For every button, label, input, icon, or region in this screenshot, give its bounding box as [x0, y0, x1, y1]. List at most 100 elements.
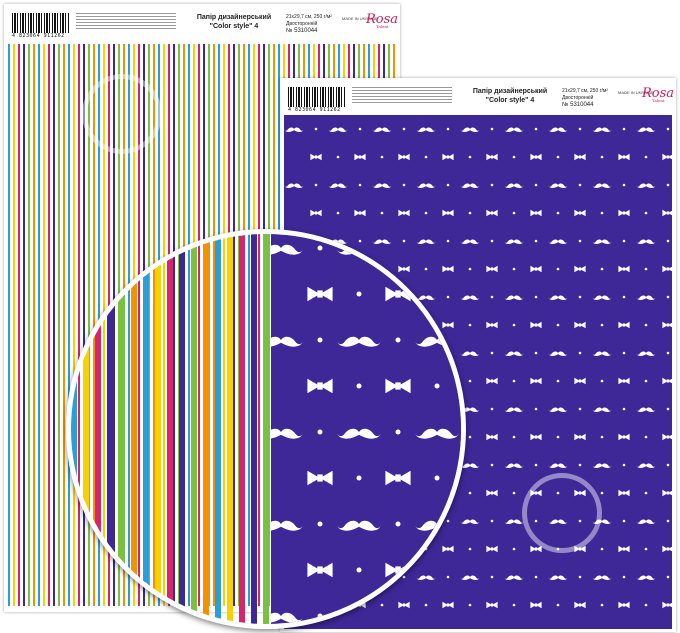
- article-number: № 5310044: [286, 28, 318, 34]
- moustache-icon: [259, 244, 303, 255]
- dot: [512, 379, 516, 383]
- dot: [622, 351, 626, 355]
- dot: [644, 603, 648, 607]
- title-line-1: Папір дизайнерський: [196, 14, 272, 21]
- dot: [556, 435, 560, 439]
- stripe: [179, 234, 185, 624]
- size-weight: 21х29,7 см, 250 г/м²: [286, 14, 332, 20]
- moustache-icon: [416, 183, 436, 188]
- bowtie-knot: [490, 603, 494, 607]
- dot: [490, 239, 494, 243]
- dot: [512, 211, 516, 215]
- dot: [402, 183, 406, 187]
- moustache-icon: [372, 127, 392, 132]
- stripe: [68, 44, 70, 606]
- dot: [434, 475, 440, 481]
- dot: [512, 547, 516, 551]
- moustache-icon: [636, 183, 656, 188]
- bowtie-knot: [534, 547, 538, 551]
- logo-sub: Talent: [376, 24, 389, 29]
- stripe: [53, 44, 55, 606]
- moustache-icon: [415, 428, 459, 439]
- dot: [600, 155, 604, 159]
- moustache-icon: [415, 336, 459, 347]
- moustache-icon: [328, 127, 348, 132]
- bowtie-knot: [358, 211, 362, 215]
- bowtie-knot: [578, 155, 582, 159]
- sides-label: Двосторонній: [562, 95, 594, 101]
- dot: [402, 127, 406, 131]
- zoomed-stripes: [71, 234, 269, 624]
- dot: [512, 435, 516, 439]
- dot: [317, 521, 323, 527]
- dot: [468, 323, 472, 327]
- moustache-icon: [592, 295, 612, 300]
- moustache-icon: [548, 407, 568, 412]
- bowtie-knot: [317, 290, 323, 298]
- dot: [468, 379, 472, 383]
- moustache-icon: [592, 183, 612, 188]
- dot: [666, 239, 670, 243]
- moustache-icon: [415, 520, 459, 531]
- fine-print: [76, 13, 176, 31]
- sheet-header: 4 823064 911262 Папір дизайнерський "Col…: [280, 78, 676, 114]
- watermark-icon: [522, 473, 602, 553]
- moustache-icon: [460, 463, 480, 468]
- rosa-logo: Rosa Talent: [642, 86, 674, 103]
- dot: [578, 351, 582, 355]
- dot: [395, 337, 401, 343]
- dot: [424, 211, 428, 215]
- moustache-icon: [504, 127, 524, 132]
- stripe: [131, 234, 137, 624]
- moustache-icon: [636, 407, 656, 412]
- dot: [600, 547, 604, 551]
- dot: [424, 155, 428, 159]
- product-specs: 21х29,7 см, 250 г/м² Двосторонній № 5310…: [286, 14, 332, 35]
- bowtie-knot: [666, 547, 670, 551]
- bowtie-knot: [490, 323, 494, 327]
- bowtie-knot: [622, 267, 626, 271]
- bowtie-knot: [666, 323, 670, 327]
- dot: [490, 127, 494, 131]
- moustache-icon: [548, 239, 568, 244]
- dot: [578, 183, 582, 187]
- moustache-icon: [416, 127, 436, 132]
- dot: [468, 435, 472, 439]
- dot: [644, 323, 648, 327]
- stripe: [251, 234, 257, 624]
- bowtie-knot: [534, 267, 538, 271]
- moustache-icon: [284, 183, 304, 188]
- dot: [578, 463, 582, 467]
- bowtie-knot: [402, 155, 406, 159]
- dot: [446, 127, 450, 131]
- dot: [578, 407, 582, 411]
- bowtie-knot: [666, 435, 670, 439]
- bowtie-knot: [578, 547, 582, 551]
- dot: [622, 239, 626, 243]
- dot: [395, 429, 401, 435]
- barcode: [288, 87, 346, 107]
- moustache-icon: [460, 575, 480, 580]
- moustache-icon: [548, 351, 568, 356]
- bowtie-knot: [578, 379, 582, 383]
- dot: [490, 183, 494, 187]
- dot: [490, 407, 494, 411]
- bowtie-knot: [395, 290, 401, 298]
- moustache-icon: [337, 428, 381, 439]
- bowtie-knot: [578, 603, 582, 607]
- moustache-icon: [592, 575, 612, 580]
- moustache-icon: [460, 295, 480, 300]
- stripe: [63, 44, 65, 606]
- bowtie-knot: [490, 155, 494, 159]
- dot: [600, 379, 604, 383]
- dot: [468, 603, 472, 607]
- moustache-icon: [636, 351, 656, 356]
- moustache-icon: [504, 183, 524, 188]
- dot: [380, 211, 384, 215]
- stripe: [191, 234, 197, 624]
- dot: [468, 491, 472, 495]
- dot: [380, 155, 384, 159]
- moustache-icon: [504, 519, 524, 524]
- stripe: [215, 234, 221, 624]
- moustache-icon: [337, 520, 381, 531]
